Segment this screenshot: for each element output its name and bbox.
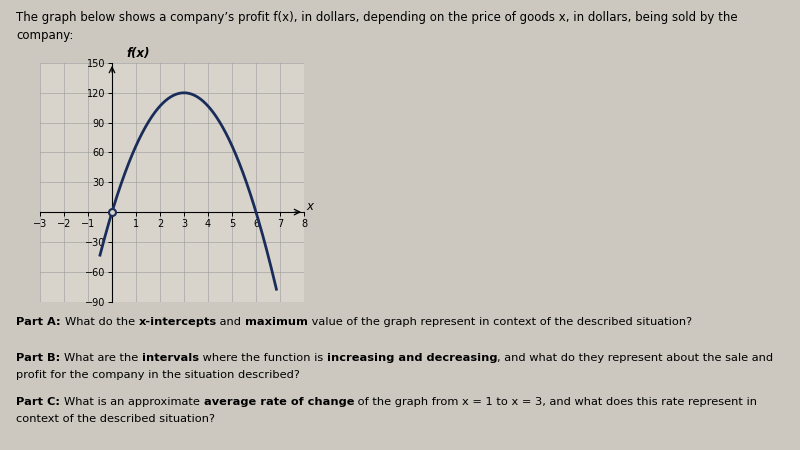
Text: intervals: intervals xyxy=(142,353,199,363)
Text: profit for the company in the situation described?: profit for the company in the situation … xyxy=(16,370,300,380)
Text: where the function is: where the function is xyxy=(199,353,327,363)
Text: value of the graph represent in context of the described situation?: value of the graph represent in context … xyxy=(308,317,692,327)
Text: Part B:: Part B: xyxy=(16,353,64,363)
Text: f(x): f(x) xyxy=(126,47,150,60)
Text: What are the: What are the xyxy=(64,353,142,363)
Text: of the graph from x = 1 to x = 3, and what does this rate represent in: of the graph from x = 1 to x = 3, and wh… xyxy=(354,397,757,407)
Text: What is an approximate: What is an approximate xyxy=(64,397,203,407)
Text: context of the described situation?: context of the described situation? xyxy=(16,414,215,424)
Text: , and what do they represent about the sale and: , and what do they represent about the s… xyxy=(498,353,774,363)
Text: Part A:: Part A: xyxy=(16,317,65,327)
Text: What do the: What do the xyxy=(65,317,138,327)
Text: average rate of change: average rate of change xyxy=(203,397,354,407)
Text: increasing and decreasing: increasing and decreasing xyxy=(327,353,498,363)
Text: x: x xyxy=(306,200,314,212)
Text: company:: company: xyxy=(16,29,74,42)
Text: maximum: maximum xyxy=(245,317,308,327)
Text: Part C:: Part C: xyxy=(16,397,64,407)
Text: and: and xyxy=(217,317,245,327)
Text: x-intercepts: x-intercepts xyxy=(138,317,217,327)
Text: The graph below shows a company’s profit f(x), in dollars, depending on the pric: The graph below shows a company’s profit… xyxy=(16,11,738,24)
